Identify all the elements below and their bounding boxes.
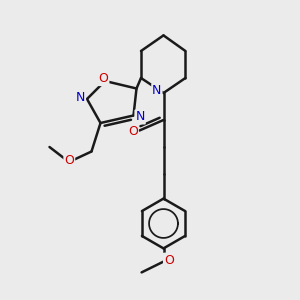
Text: N: N: [152, 84, 162, 97]
Text: O: O: [164, 254, 174, 267]
Text: O: O: [99, 72, 108, 85]
Text: N: N: [76, 91, 85, 104]
Text: N: N: [135, 110, 145, 124]
Text: O: O: [128, 124, 138, 138]
Text: O: O: [64, 154, 74, 167]
